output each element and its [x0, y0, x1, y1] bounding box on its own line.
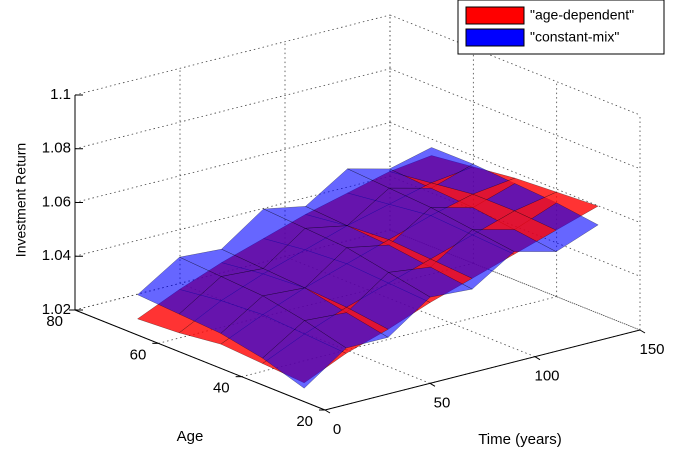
- x-tick-label: 150: [639, 341, 664, 358]
- surface-cell: [262, 320, 347, 389]
- x-tick: [639, 329, 646, 334]
- x-tick-label: 50: [434, 394, 451, 411]
- x-tick: [324, 409, 331, 414]
- y-tick-label: 20: [296, 413, 313, 430]
- x-tick-label: 100: [534, 368, 559, 385]
- x-axis-label: Time (years): [478, 431, 562, 448]
- y-axis: [74, 309, 326, 411]
- legend-label: "age-dependent": [530, 7, 634, 23]
- x-tick: [429, 382, 436, 387]
- y-tick-label: 60: [130, 346, 147, 363]
- z-axis-label: Investment Return: [13, 143, 29, 257]
- grid-line: [74, 122, 391, 203]
- x-tick: [534, 356, 541, 361]
- legend-label: "constant-mix": [530, 29, 619, 45]
- x-tick-label: 0: [333, 421, 341, 438]
- y-tick-label: 40: [213, 380, 230, 397]
- z-tick-label: 1.1: [50, 86, 71, 103]
- x-axis: [324, 329, 641, 411]
- legend: "age-dependent" "constant-mix": [457, 0, 665, 55]
- legend-swatch: [465, 28, 525, 47]
- grid-line: [74, 14, 391, 96]
- z-tick-label: 1.04: [42, 247, 71, 264]
- legend-swatch: [465, 6, 525, 25]
- z-tick-label: 1.08: [42, 140, 71, 157]
- y-tick-label: 80: [46, 313, 63, 330]
- grid-line: [74, 68, 391, 150]
- y-axis-label: Age: [177, 428, 204, 445]
- z-tick-label: 1.06: [42, 193, 71, 210]
- z-tick-label: 1.02: [42, 301, 71, 318]
